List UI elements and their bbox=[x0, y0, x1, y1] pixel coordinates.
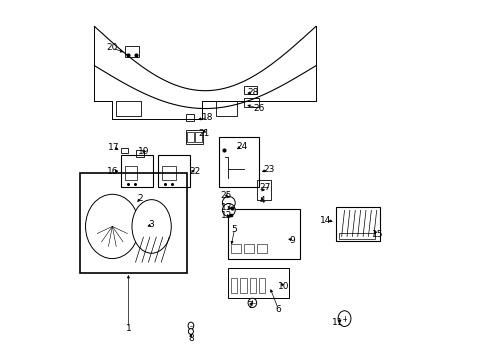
Bar bbox=[258, 278, 264, 293]
Text: 13: 13 bbox=[221, 203, 232, 212]
Text: 4: 4 bbox=[259, 196, 264, 205]
Text: 12: 12 bbox=[221, 211, 232, 220]
Ellipse shape bbox=[132, 200, 171, 253]
Bar bbox=[116, 102, 141, 116]
Bar bbox=[244, 244, 253, 253]
Text: 19: 19 bbox=[138, 147, 149, 156]
Text: 5: 5 bbox=[231, 225, 237, 234]
Text: 11: 11 bbox=[332, 318, 343, 327]
Text: 27: 27 bbox=[259, 183, 270, 192]
Bar bbox=[187, 132, 193, 143]
Bar bbox=[249, 278, 255, 293]
Text: 28: 28 bbox=[247, 88, 259, 97]
Bar bbox=[80, 173, 187, 273]
Text: 6: 6 bbox=[275, 305, 281, 314]
Text: 10: 10 bbox=[278, 282, 289, 291]
Ellipse shape bbox=[247, 298, 256, 307]
Bar bbox=[228, 267, 288, 298]
Text: 24: 24 bbox=[236, 141, 247, 150]
Bar bbox=[121, 148, 128, 153]
Text: 25: 25 bbox=[220, 190, 231, 199]
Bar bbox=[185, 114, 194, 121]
Text: 17: 17 bbox=[108, 143, 120, 152]
Text: 9: 9 bbox=[289, 235, 295, 244]
Text: 16: 16 bbox=[107, 167, 119, 176]
Ellipse shape bbox=[188, 329, 193, 334]
Bar bbox=[162, 166, 176, 180]
Bar bbox=[216, 102, 237, 116]
Bar bbox=[121, 155, 153, 187]
Bar bbox=[158, 155, 190, 187]
Bar bbox=[185, 130, 203, 144]
Ellipse shape bbox=[85, 194, 139, 258]
Bar bbox=[219, 137, 258, 187]
Bar bbox=[244, 98, 258, 107]
Text: 3: 3 bbox=[148, 220, 154, 229]
Bar bbox=[124, 166, 137, 180]
Bar bbox=[135, 150, 144, 157]
Text: 18: 18 bbox=[202, 113, 213, 122]
Bar bbox=[335, 207, 380, 241]
Text: 1: 1 bbox=[125, 324, 131, 333]
Text: 26: 26 bbox=[253, 104, 264, 113]
Text: 8: 8 bbox=[188, 334, 193, 343]
Bar bbox=[124, 46, 139, 57]
Ellipse shape bbox=[188, 322, 193, 329]
Bar bbox=[228, 208, 299, 258]
Ellipse shape bbox=[222, 203, 235, 216]
Text: 15: 15 bbox=[371, 230, 383, 239]
Bar bbox=[244, 86, 257, 94]
Text: 7: 7 bbox=[246, 301, 252, 310]
Bar bbox=[257, 180, 271, 200]
Text: 21: 21 bbox=[199, 129, 210, 138]
Bar bbox=[339, 233, 374, 239]
Text: 20: 20 bbox=[106, 43, 118, 52]
Text: 2: 2 bbox=[137, 194, 142, 203]
Bar bbox=[230, 244, 241, 253]
Bar bbox=[230, 278, 237, 293]
Text: 23: 23 bbox=[263, 165, 274, 174]
Bar bbox=[240, 278, 246, 293]
Ellipse shape bbox=[337, 311, 350, 327]
Text: 14: 14 bbox=[320, 216, 331, 225]
Bar bbox=[195, 132, 201, 143]
Text: 22: 22 bbox=[189, 167, 201, 176]
Bar bbox=[256, 244, 266, 253]
Ellipse shape bbox=[222, 197, 235, 209]
